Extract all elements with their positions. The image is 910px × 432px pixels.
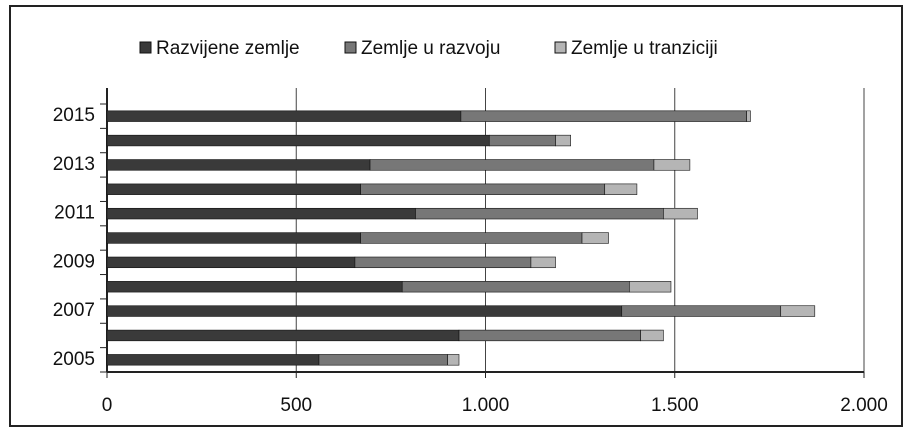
bar-segment (106, 207, 416, 220)
bar-segment (106, 354, 320, 366)
x-tick-label: 2.000 (840, 395, 888, 416)
bar-segment (106, 305, 623, 317)
bar-segment (106, 329, 460, 342)
legend-swatch (344, 41, 357, 54)
bar-segment (106, 281, 403, 293)
x-tick-label: 0 (102, 395, 113, 416)
legend-swatch (554, 41, 567, 54)
legend-label: Zemlje u tranziciji (571, 38, 718, 59)
bar-segment (663, 207, 698, 220)
bar-segment (415, 207, 664, 220)
y-tick-label: 2009 (53, 251, 95, 272)
legend-swatch (139, 41, 152, 54)
bar-segment (360, 183, 606, 195)
bar-segment (318, 354, 448, 366)
bar-segment (447, 354, 460, 366)
y-tick-label: 2013 (53, 154, 95, 175)
bar-segment (106, 183, 361, 195)
x-tick-label: 1.000 (462, 395, 510, 416)
bar-segment (530, 256, 556, 269)
bar-segment (106, 134, 490, 147)
bar-segment (458, 329, 641, 342)
bar-segment (653, 159, 691, 171)
y-tick-label: 2011 (54, 203, 95, 224)
bar-segment (780, 305, 816, 317)
bar-segment (369, 159, 655, 171)
bar-segment (488, 134, 556, 147)
y-tick-label: 2007 (53, 300, 95, 321)
bar-segment (106, 110, 462, 122)
bar-segment (460, 110, 747, 122)
legend-label: Razvijene zemlje (156, 38, 300, 59)
bar-segment (746, 110, 751, 122)
bar-segment (354, 256, 532, 269)
x-tick-label: 500 (280, 395, 312, 416)
legend-label: Zemlje u razvoju (361, 38, 500, 59)
bar-segment (629, 281, 672, 293)
bar-segment (621, 305, 782, 317)
bar-segment (581, 232, 609, 244)
bar-segment (106, 256, 356, 269)
bar-segment (555, 134, 571, 147)
y-tick-label: 2015 (53, 105, 95, 126)
bar-segment (640, 329, 664, 342)
bar-segment (401, 281, 630, 293)
bar-segment (360, 232, 583, 244)
bar-segment (106, 159, 371, 171)
bar-segment (106, 232, 361, 244)
bar-segment (604, 183, 638, 195)
y-tick-label: 2005 (53, 349, 95, 370)
x-tick-label: 1.500 (651, 395, 699, 416)
